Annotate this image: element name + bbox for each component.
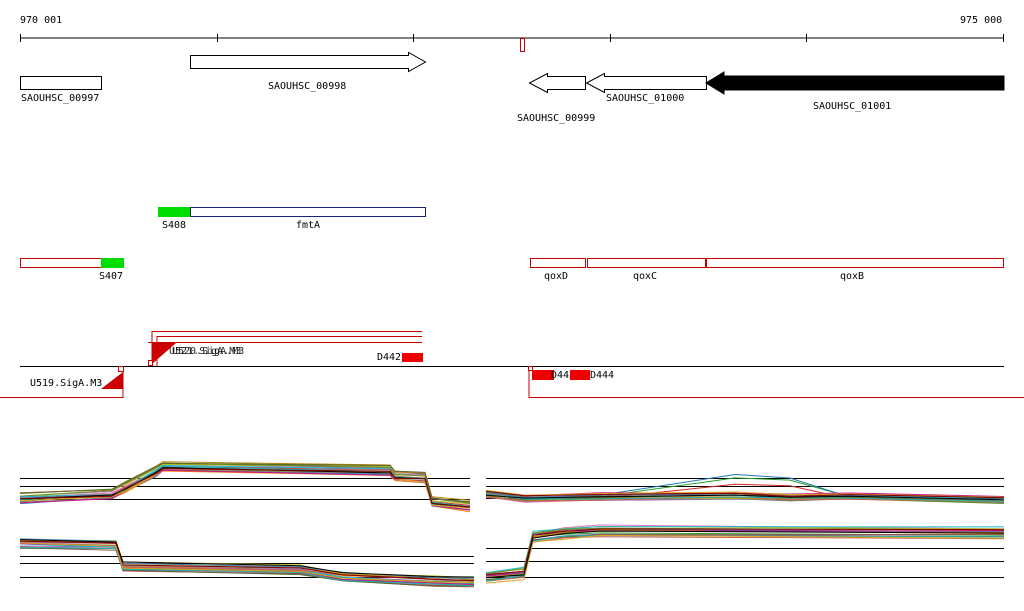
feature-label: qoxD	[544, 271, 568, 282]
expression-profile-line	[19, 539, 475, 578]
expression-profile-line	[485, 494, 1005, 502]
feature-label: fmtA	[296, 220, 320, 231]
feature-qoxd[interactable]	[530, 258, 586, 268]
plus-feature-track: S408 fmtA	[158, 207, 426, 231]
terminator-label: D443	[551, 370, 575, 381]
terminator-label: D442	[377, 352, 401, 363]
minus-feature-track: S407 qoxD qoxC qoxB	[20, 258, 1004, 282]
expression-profile-line	[485, 534, 1005, 584]
expression-profile-line	[19, 462, 471, 504]
promoter-stub	[118, 366, 124, 372]
promoter-stub	[528, 366, 533, 371]
promoter-u521-label: U521.SigA.M3	[169, 346, 241, 357]
promoter-u520-label: U520.SigA.M3	[172, 346, 244, 357]
terminator-d443[interactable]	[532, 370, 554, 380]
expression-profile-line	[485, 528, 1005, 576]
expression-profile-line	[485, 536, 1005, 582]
expression-panel-minus-left	[19, 538, 475, 588]
expression-profile-line	[485, 490, 1005, 499]
terminator-d442[interactable]	[402, 353, 423, 362]
feature-label: S408	[162, 220, 186, 231]
gene-label: SAOUHSC_00997	[21, 93, 99, 104]
feature-block[interactable]	[20, 258, 102, 268]
expression-panel-plus-right	[485, 473, 1005, 504]
expression-profile-line	[19, 542, 475, 584]
expression-profile-line	[485, 494, 1005, 501]
regulatory-track: U520.SigA.M3 U521.SigA.M3 D442 U519.SigA…	[0, 331, 1024, 398]
feature-label: qoxB	[840, 271, 864, 282]
gene-saouhsc-01001[interactable]: SAOUHSC_01001	[705, 71, 1005, 112]
feature-label: S407	[99, 271, 123, 282]
terminator-d444[interactable]	[570, 370, 590, 380]
expression-panel-minus-right	[485, 524, 1005, 584]
expression-profile-line	[485, 533, 1005, 580]
expression-profile-line	[19, 546, 475, 587]
expression-profile-line	[485, 535, 1005, 582]
promoter-u521-marker[interactable]	[152, 343, 176, 364]
terminator-label: D444	[590, 370, 614, 381]
promoter-u519-marker[interactable]	[101, 372, 123, 389]
promoter-u519-label: U519.SigA.M3	[30, 378, 102, 389]
expression-profile-line	[19, 469, 471, 509]
expression-profile-line	[485, 533, 1005, 581]
gene-label: SAOUHSC_01000	[606, 93, 684, 104]
feature-qoxb[interactable]	[706, 258, 1004, 268]
expression-profile-line	[485, 534, 1005, 581]
gene-saouhsc-01000[interactable]: SAOUHSC_01000	[585, 72, 707, 105]
gene-label: SAOUHSC_00999	[517, 113, 595, 124]
gene-saouhsc-00999[interactable]: SAOUHSC_00999	[517, 72, 595, 125]
expression-profile-line	[19, 540, 475, 582]
gene-saouhsc-00998[interactable]: SAOUHSC_00998	[190, 51, 427, 93]
coordinate-start-label: 970 001	[20, 15, 62, 26]
gene-saouhsc-00997[interactable]: SAOUHSC_00997	[20, 76, 102, 105]
feature-s407[interactable]	[101, 258, 124, 268]
expression-profile-line	[485, 526, 1005, 574]
ruler-marker	[520, 38, 525, 52]
gene-track: SAOUHSC_00997 SAOUHSC_00998 SAOUHSC_0099…	[20, 51, 1005, 125]
expression-profile-line	[19, 462, 471, 503]
coordinate-ruler: 970 001 975 000	[20, 15, 1004, 52]
expression-profile-line	[19, 538, 475, 579]
expression-profile-line	[485, 527, 1005, 575]
feature-s408[interactable]	[158, 207, 190, 217]
feature-fmta[interactable]	[190, 207, 426, 217]
feature-label: qoxC	[633, 271, 657, 282]
feature-qoxc[interactable]	[587, 258, 706, 268]
gene-label: SAOUHSC_01001	[813, 101, 891, 112]
expression-profile-line	[485, 530, 1005, 579]
coordinate-end-label: 975 000	[960, 15, 1002, 26]
expression-panel-plus-left	[19, 461, 471, 513]
gene-label: SAOUHSC_00998	[268, 81, 346, 92]
expression-profile-line	[19, 468, 471, 508]
promoter-stub	[148, 360, 153, 366]
